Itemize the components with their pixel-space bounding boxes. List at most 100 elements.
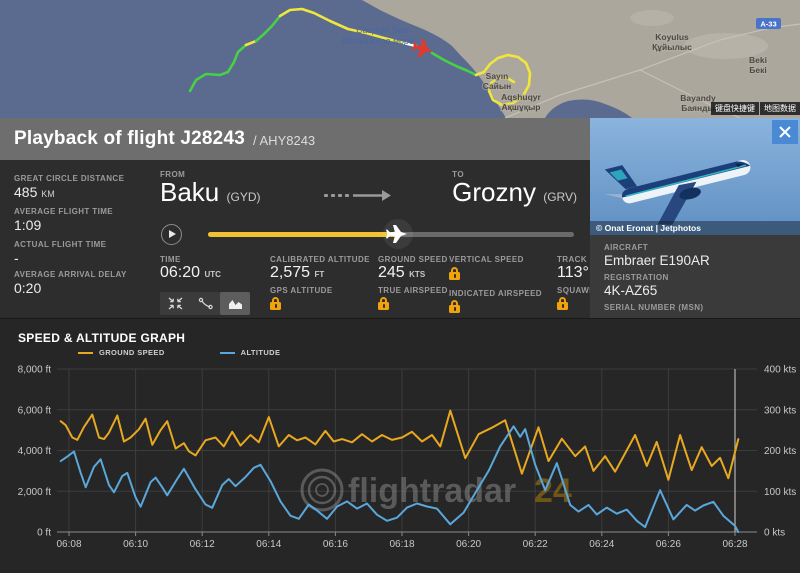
telemetry-ground-speed: GROUND SPEED 245 KTS TRUE AIRSPEED xyxy=(378,255,448,315)
progress-plane-scrubber[interactable] xyxy=(383,219,414,249)
telemetry-time: TIME 06:20 UTC xyxy=(160,255,221,281)
aircraft-info-panel: AIRCRAFT Embraer E190AR REGISTRATION 4K-… xyxy=(590,235,800,328)
play-button[interactable] xyxy=(161,224,182,245)
graph-legend: GROUND SPEED ALTITUDE xyxy=(78,348,280,357)
aircraft-silhouette xyxy=(604,160,751,225)
series-altitude xyxy=(59,425,740,533)
graph-view-button[interactable] xyxy=(220,292,250,315)
y-left-label: 4,000 ft xyxy=(18,446,52,457)
x-tick-label: 06:28 xyxy=(722,539,747,550)
map-attr-shortcuts[interactable]: 键盘快捷键 xyxy=(711,102,759,115)
x-tick-label: 06:10 xyxy=(123,539,148,550)
to-city: Grozny xyxy=(452,177,536,207)
speed-altitude-chart[interactable]: flightradar 24 0 ft 2,000 ft 4,000 ft 6,000 f… xyxy=(0,319,800,573)
indicated-airspeed-label: INDICATED AIRSPEED xyxy=(449,289,542,298)
x-tick-label: 06:20 xyxy=(456,539,481,550)
stat-great-circle-distance: GREAT CIRCLE DISTANCE 485 KM xyxy=(14,174,125,200)
crash-site-plane-icon[interactable] xyxy=(410,37,435,60)
trail-segment xyxy=(474,53,532,107)
legend-ground-speed: GROUND SPEED xyxy=(78,348,165,357)
route-view-button[interactable] xyxy=(190,292,220,315)
place-label-local: Құйылыс xyxy=(652,42,692,52)
x-tick-label: 06:12 xyxy=(190,539,215,550)
place-label-local: Баянды xyxy=(681,103,715,113)
gps-altitude-label: GPS ALTITUDE xyxy=(270,286,333,295)
trail-segment xyxy=(188,43,248,93)
place-label-local: Ақшұқыр xyxy=(502,102,541,112)
y-right-label: 200 kts xyxy=(764,446,796,457)
trail-segment xyxy=(244,39,258,47)
playback-progress-bar[interactable] xyxy=(208,219,574,249)
place-label-local: Сайын xyxy=(483,81,512,91)
from-code: (GYD) xyxy=(226,190,261,204)
trail-segment xyxy=(278,7,406,45)
y-right-label: 0 kts xyxy=(764,528,785,539)
x-tick-label: 06:16 xyxy=(323,539,348,550)
aircraft-type: Embraer E190AR xyxy=(604,253,710,268)
place-label: Koyulus xyxy=(655,32,689,42)
x-tick-label: 06:08 xyxy=(56,539,81,550)
lock-icon[interactable] xyxy=(449,267,460,280)
map-land xyxy=(362,0,800,118)
collapse-view-button[interactable] xyxy=(160,292,190,315)
lock-icon[interactable] xyxy=(270,297,281,310)
playback-header: Playback of flight J28243 / AHY8243 xyxy=(0,118,590,160)
place-label: Beki xyxy=(749,55,767,65)
aircraft-photo-image xyxy=(590,118,800,235)
aircraft-photo[interactable] xyxy=(590,118,800,235)
squawk-label: SQUAWK xyxy=(557,286,596,295)
lock-icon[interactable] xyxy=(557,297,568,310)
stat-average-arrival-delay: AVERAGE ARRIVAL DELAY 0:20 xyxy=(14,270,127,296)
map-terrain-patch xyxy=(630,10,674,26)
close-photo-button[interactable] xyxy=(772,120,798,144)
lock-icon[interactable] xyxy=(378,297,389,310)
to-block: TO Grozny (GRV) xyxy=(452,170,577,207)
stat-average-flight-time: AVERAGE FLIGHT TIME 1:09 xyxy=(14,207,114,233)
legend-swatch-ground-speed xyxy=(78,351,93,354)
y-right-label: 100 kts xyxy=(764,487,796,498)
photo-credit[interactable]: © Onat Eronat | Jetphotos xyxy=(590,221,800,235)
telemetry-track: TRACK 113° SQUAWK xyxy=(557,255,595,315)
legend-swatch-altitude xyxy=(219,351,235,354)
svg-text:A-33: A-33 xyxy=(760,20,776,29)
legend-altitude: ALTITUDE xyxy=(219,348,281,357)
map-attr-data[interactable]: 地图数据 xyxy=(760,102,800,115)
map-terrain-patch xyxy=(684,33,768,59)
flight-trail xyxy=(188,7,532,107)
lock-icon[interactable] xyxy=(449,300,460,313)
speed-altitude-graph-section: flightradar 24 0 ft 2,000 ft 4,000 ft 6,000 f… xyxy=(0,318,800,573)
watermark-flightradar24: flightradar 24 xyxy=(300,468,572,512)
plane-icon xyxy=(386,225,408,243)
playback-subtitle: / AHY8243 xyxy=(253,133,316,148)
map[interactable]: Sayın Сайын Aqshuqyr Ақшұқыр Bayandy Баянды Ko… xyxy=(0,0,800,119)
place-label: Sayın xyxy=(486,71,509,81)
x-tick-label: 06:26 xyxy=(656,539,681,550)
place-label: Bayandy xyxy=(680,93,716,103)
to-code: (GRV) xyxy=(543,190,577,204)
trail-segment xyxy=(430,51,478,77)
y-right-label: 300 kts xyxy=(764,405,796,416)
map-attribution: 键盘快捷键 地图数据 xyxy=(711,102,800,115)
map-bay xyxy=(545,99,632,118)
place-label: Aqshuqyr xyxy=(501,92,541,102)
y-left-label: 2,000 ft xyxy=(18,487,52,498)
y-left-label: 8,000 ft xyxy=(18,365,52,376)
series-ground-speed xyxy=(59,409,740,481)
telemetry-calibrated-altitude: CALIBRATED ALTITUDE 2,575 FT GPS ALTITUD… xyxy=(270,255,370,315)
y-left-label: 0 ft xyxy=(37,528,51,539)
x-tick-label: 06:18 xyxy=(389,539,414,550)
y-left-label: 6,000 ft xyxy=(18,405,52,416)
view-toggle-group xyxy=(160,292,250,315)
true-airspeed-label: TRUE AIRSPEED xyxy=(378,286,448,295)
place-label-local: Бекі xyxy=(749,65,766,75)
sea-label: Caspian Sea xyxy=(356,25,408,35)
telemetry-vertical-speed: VERTICAL SPEED INDICATED AIRSPEED xyxy=(449,255,542,318)
graph-title: SPEED & ALTITUDE GRAPH xyxy=(18,331,186,345)
playback-title: Playback of flight J28243 xyxy=(14,128,245,149)
x-tick-label: 06:22 xyxy=(523,539,548,550)
registration: 4K-AZ65 xyxy=(604,283,658,298)
route-arrow-icon xyxy=(324,190,391,201)
